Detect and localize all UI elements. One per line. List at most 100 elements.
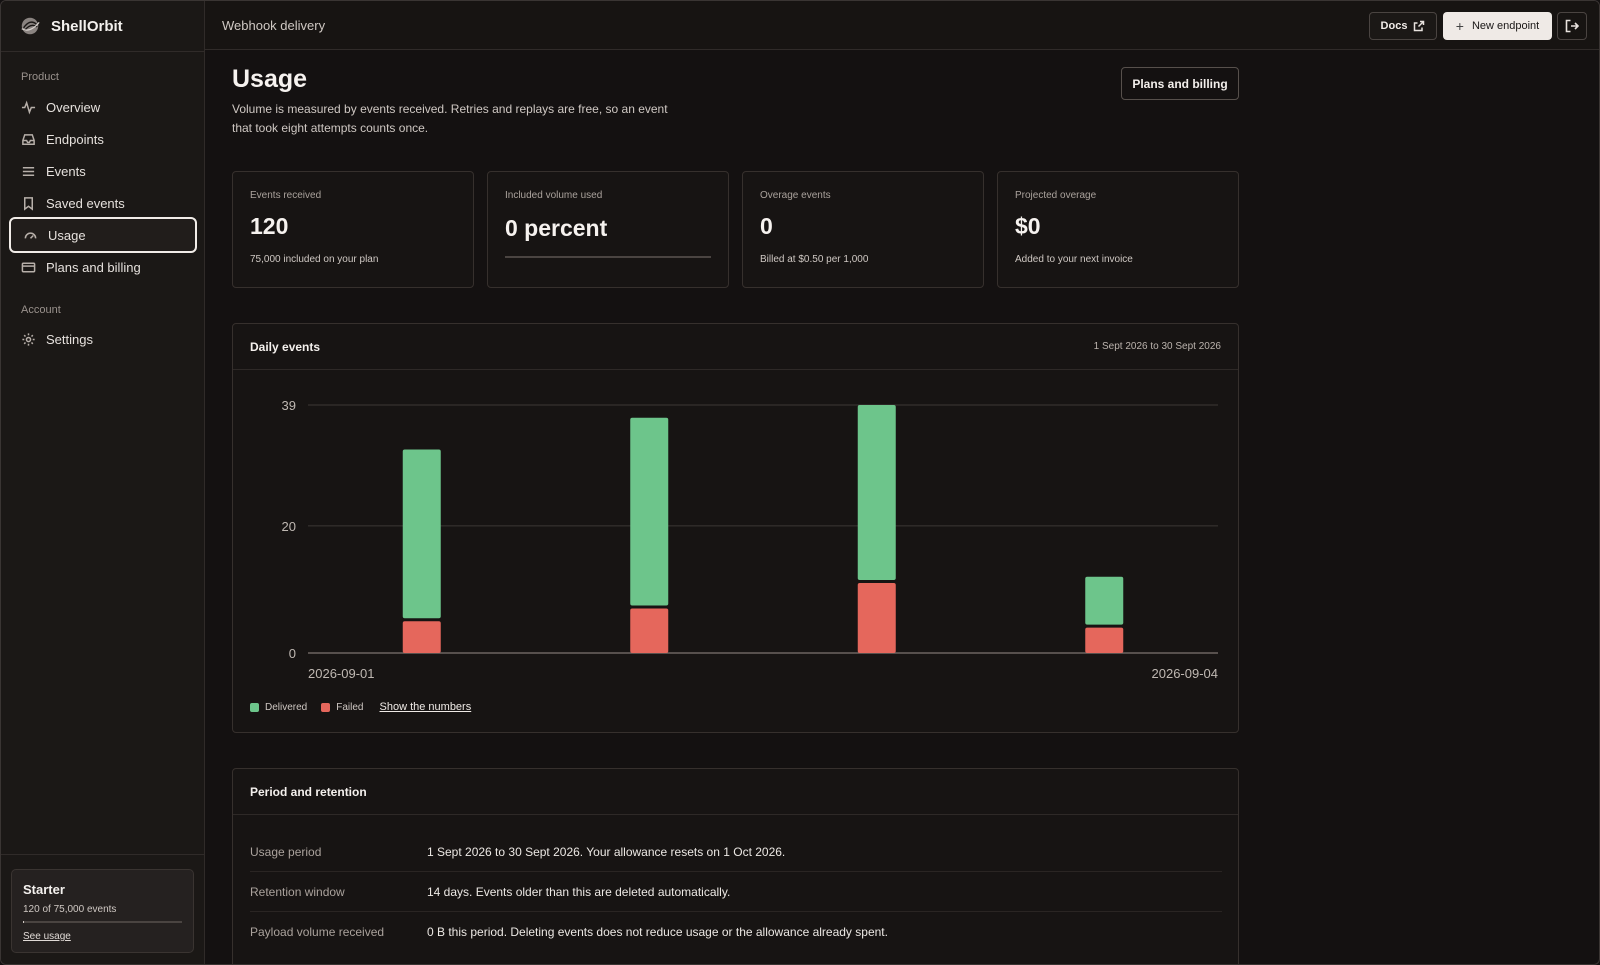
external-link-icon bbox=[1414, 20, 1425, 32]
stat-events-received: Events received 120 75,000 included on y… bbox=[232, 171, 474, 288]
panel-header: Period and retention bbox=[233, 769, 1238, 815]
y-tick-label: 39 bbox=[282, 398, 296, 413]
bar-failed bbox=[402, 621, 441, 653]
stat-value: 0 percent bbox=[505, 215, 608, 241]
failed-swatch bbox=[321, 702, 331, 712]
list-icon bbox=[22, 166, 35, 176]
sidebar-item-label: Plans and billing bbox=[46, 259, 141, 275]
inbox-icon bbox=[22, 133, 35, 145]
shell-logo-icon bbox=[21, 17, 40, 35]
sidebar-item-label: Usage bbox=[48, 227, 86, 243]
activity-icon bbox=[21, 100, 36, 114]
new-endpoint-label: New endpoint bbox=[1471, 20, 1540, 32]
row-key: Usage period bbox=[250, 844, 322, 859]
sidebar-item-overview[interactable]: Overview bbox=[9, 89, 197, 125]
nav-section-account: Account bbox=[21, 304, 61, 316]
bookmark-icon bbox=[24, 196, 33, 211]
y-tick-label: 20 bbox=[282, 519, 296, 534]
sidebar-item-label: Events bbox=[46, 163, 86, 179]
app-name: ShellOrbit bbox=[51, 17, 123, 35]
retention-row: Retention window 14 days. Events older t… bbox=[250, 872, 1222, 912]
panel-title: Daily events bbox=[250, 339, 321, 354]
stat-subtext: 75,000 included on your plan bbox=[250, 254, 379, 265]
delivered-swatch bbox=[250, 702, 259, 712]
credit-card-icon bbox=[21, 262, 36, 272]
period-retention-panel: Period and retention Usage period 1 Sept… bbox=[232, 768, 1239, 964]
stat-value: 120 bbox=[250, 213, 289, 239]
show-numbers-link[interactable]: Show the numbers bbox=[379, 701, 472, 713]
sidebar-item-saved-events[interactable]: Saved events bbox=[9, 185, 197, 221]
legend-label: Delivered bbox=[265, 701, 308, 713]
plan-name: Starter bbox=[23, 882, 65, 897]
volume-progress-bar bbox=[505, 256, 711, 258]
sidebar-item-label: Overview bbox=[46, 99, 101, 115]
docs-button[interactable]: Docs bbox=[1369, 12, 1437, 40]
y-tick-label: 0 bbox=[289, 646, 296, 661]
stat-subtext: Added to your next invoice bbox=[1015, 254, 1133, 265]
bar-failed bbox=[630, 608, 669, 653]
plan-count: 120 of 75,000 events bbox=[23, 904, 117, 915]
legend-failed: Failed bbox=[321, 701, 364, 713]
sidebar: ShellOrbit Product Overview Endpoints Ev… bbox=[1, 1, 205, 964]
legend-delivered: Delivered bbox=[250, 702, 307, 713]
sidebar-item-endpoints[interactable]: Endpoints bbox=[9, 121, 197, 157]
plus-icon: + bbox=[1455, 18, 1464, 34]
nav-section-product: Product bbox=[21, 71, 59, 83]
panel-header: Daily events 1 Sept 2026 to 30 Sept 2026 bbox=[233, 324, 1238, 370]
row-value: 1 Sept 2026 to 30 Sept 2026. Your allowa… bbox=[427, 844, 786, 859]
stat-subtext: Billed at $0.50 per 1,000 bbox=[760, 254, 869, 265]
retention-row: Payload volume received 0 B this period.… bbox=[250, 912, 1222, 952]
plan-usage-bar bbox=[23, 921, 182, 923]
chart-legend: Delivered Failed Show the numbers bbox=[250, 701, 471, 713]
stat-label: Included volume used bbox=[505, 190, 603, 201]
bar-delivered bbox=[857, 405, 896, 581]
x-tick-label: 2026-09-01 bbox=[308, 666, 375, 681]
sidebar-item-usage[interactable]: Usage bbox=[9, 217, 197, 253]
row-key: Retention window bbox=[250, 884, 345, 899]
gear-icon bbox=[22, 332, 35, 346]
daily-events-panel: Daily events 1 Sept 2026 to 30 Sept 2026… bbox=[232, 323, 1239, 733]
plans-and-billing-button[interactable]: Plans and billing bbox=[1121, 67, 1239, 100]
sidebar-item-settings[interactable]: Settings bbox=[9, 321, 197, 357]
sidebar-item-label: Endpoints bbox=[46, 131, 104, 147]
stat-value: 0 bbox=[760, 213, 773, 239]
stat-label: Projected overage bbox=[1015, 190, 1097, 201]
row-value: 0 B this period. Deleting events does no… bbox=[427, 925, 888, 939]
stat-overage-events: Overage events 0 Billed at $0.50 per 1,0… bbox=[742, 171, 984, 288]
breadcrumb[interactable]: Webhook delivery bbox=[222, 18, 326, 33]
gauge-icon bbox=[24, 231, 37, 239]
stat-label: Overage events bbox=[760, 190, 831, 201]
sign-out-button[interactable] bbox=[1557, 12, 1587, 40]
bar-delivered bbox=[402, 449, 441, 619]
sign-out-icon bbox=[1565, 19, 1579, 33]
stat-label: Events received bbox=[250, 190, 322, 201]
page-description: Volume is measured by events received. R… bbox=[232, 102, 668, 135]
bar-failed bbox=[857, 583, 896, 653]
stat-value: $0 bbox=[1015, 213, 1041, 239]
daily-events-chart: 0 20 39 2026-09-01 2026-09-04 bbox=[282, 398, 1219, 681]
panel-title: Period and retention bbox=[250, 784, 367, 799]
page-title: Usage bbox=[232, 65, 308, 93]
bar-delivered bbox=[630, 417, 669, 606]
sidebar-divider bbox=[1, 854, 205, 855]
x-tick-label: 2026-09-04 bbox=[1152, 666, 1219, 681]
sidebar-item-label: Saved events bbox=[46, 195, 125, 211]
date-range: 1 Sept 2026 to 30 Sept 2026 bbox=[1093, 341, 1221, 352]
sidebar-item-plans-and-billing[interactable]: Plans and billing bbox=[9, 249, 197, 285]
sidebar-item-label: Settings bbox=[46, 331, 93, 347]
retention-row: Usage period 1 Sept 2026 to 30 Sept 2026… bbox=[250, 832, 1222, 872]
stat-included-volume-used: Included volume used 0 percent bbox=[487, 171, 729, 288]
row-value: 14 days. Events older than this are dele… bbox=[427, 884, 731, 899]
stat-projected-overage: Projected overage $0 Added to your next … bbox=[997, 171, 1239, 288]
bar-delivered bbox=[1085, 576, 1124, 625]
brand[interactable]: ShellOrbit bbox=[1, 1, 204, 52]
new-endpoint-button[interactable]: + New endpoint bbox=[1443, 12, 1552, 40]
docs-label: Docs bbox=[1380, 20, 1408, 32]
topbar: Webhook delivery Docs + New endpoint bbox=[205, 1, 1599, 50]
plan-card: Starter 120 of 75,000 events See usage bbox=[11, 869, 194, 953]
sidebar-item-events[interactable]: Events bbox=[9, 153, 197, 189]
see-usage-link[interactable]: See usage bbox=[23, 931, 71, 942]
bar-failed bbox=[1085, 627, 1124, 653]
legend-label: Failed bbox=[336, 701, 364, 713]
